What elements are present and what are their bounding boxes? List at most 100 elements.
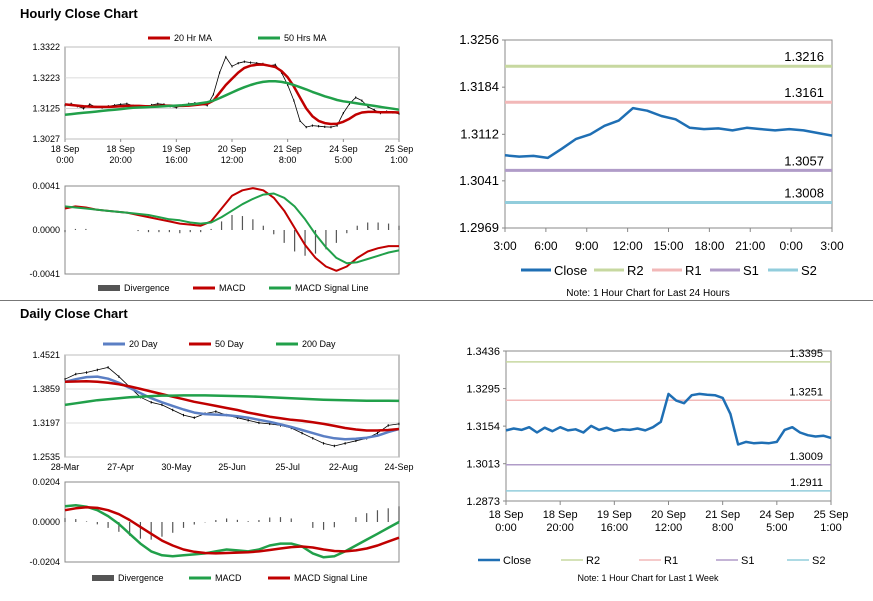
legend-daily-macd-signal-label: MACD Signal Line — [294, 573, 368, 583]
daily-price-xtick-label: 25-Jul — [275, 462, 300, 472]
hourly-price-xtick-label: 1:00 — [390, 155, 408, 165]
hourly-section-title: Hourly Close Chart — [20, 6, 138, 21]
hourly-price-xtick-label: 25 Sep — [385, 144, 414, 154]
hourly-levels-xtick-label: 9:00 — [575, 239, 599, 253]
legend-hourly-macd-label: MACD — [219, 283, 246, 293]
hourly-levels-xtick-label: 0:00 — [779, 239, 803, 253]
hourly-price-xtick-label: 19 Sep — [162, 144, 191, 154]
hourly-levels-r1-value: 1.3161 — [784, 85, 824, 100]
section-divider — [0, 300, 873, 301]
daily-price-xtick-label: 24-Sep — [384, 462, 413, 472]
hourly-price-xtick-label: 24 Sep — [329, 144, 358, 154]
legend-daily-macd-label: MACD — [215, 573, 242, 583]
hourly-levels-xtick-label: 15:00 — [653, 239, 683, 253]
legend-50-day-label: 50 Day — [215, 339, 244, 349]
legend-200-day-label: 200 Day — [302, 339, 336, 349]
hourly-price-xtick-label: 20:00 — [109, 155, 132, 165]
hourly-price-ytick-label: 1.3027 — [32, 134, 60, 144]
hourly-levels-s1-value: 1.3057 — [784, 153, 824, 168]
hourly-macd-signal-line — [64, 192, 400, 265]
weekly-levels-xtick-label: 20 Sep — [651, 509, 686, 521]
weekly-levels-xtick-label: 16:00 — [601, 522, 629, 534]
hourly-20hr-ma-line — [64, 63, 400, 126]
hourly-macd-ytick-label: -0.0041 — [29, 269, 60, 279]
legend-24h-s1-label: S1 — [743, 263, 759, 278]
hourly-price-xtick-label: 0:00 — [56, 155, 74, 165]
hourly-levels-xtick-label: 3:00 — [493, 239, 517, 253]
legend-24h-s2-label: S2 — [801, 263, 817, 278]
legend-20-day-label: 20 Day — [129, 339, 158, 349]
weekly-levels-s2-value: 1.2911 — [790, 477, 823, 489]
hourly-levels-xtick-label: 6:00 — [534, 239, 558, 253]
weekly-levels-xtick-label: 12:00 — [655, 522, 683, 534]
daily-50-day-line — [64, 379, 400, 432]
hourly-levels-xtick-label: 21:00 — [735, 239, 765, 253]
hourly-price-ytick-label: 1.3223 — [32, 73, 60, 83]
daily-price-ytick-label: 1.4521 — [32, 350, 60, 360]
legend-20hr-ma-label: 20 Hr MA — [174, 33, 212, 43]
daily-price-ytick-label: 1.3197 — [32, 418, 60, 428]
weekly-levels-xtick-label: 1:00 — [820, 522, 841, 534]
hourly-price-xtick-label: 20 Sep — [218, 144, 247, 154]
weekly-levels-xtick-label: 24 Sep — [759, 509, 794, 521]
hourly-price-xtick-label: 5:00 — [335, 155, 353, 165]
weekly-levels-close-line — [505, 392, 832, 446]
weekly-levels-ytick-label: 1.3013 — [466, 459, 500, 471]
daily-price-xtick-label: 27-Apr — [107, 462, 134, 472]
hourly-levels-close-line — [504, 106, 833, 160]
legend-50hr-ma-label: 50 Hrs MA — [284, 33, 327, 43]
hourly-levels-ytick-label: 1.3256 — [459, 32, 499, 47]
legend-1w-close-label: Close — [503, 555, 531, 567]
hourly-levels-s2-value: 1.3008 — [784, 185, 824, 200]
hourly-levels-xtick-label: 12:00 — [613, 239, 643, 253]
legend-1w-s2-label: S2 — [812, 555, 825, 567]
legend-1w-r2-label: R2 — [586, 555, 600, 567]
legend-hourly-macd-signal-label: MACD Signal Line — [295, 283, 369, 293]
daily-macd-ytick-label: 0.0204 — [32, 477, 60, 487]
legend-24h-r2-label: R2 — [627, 263, 644, 278]
hourly-levels-note: Note: 1 Hour Chart for Last 24 Hours — [566, 288, 729, 299]
weekly-levels-xtick-label: 18 Sep — [543, 509, 578, 521]
hourly-levels-ytick-label: 1.3184 — [459, 79, 499, 94]
hourly-price-xtick-label: 18 Sep — [106, 144, 135, 154]
hourly-levels-frame — [504, 39, 833, 229]
weekly-levels-ytick-label: 1.2873 — [466, 496, 500, 508]
daily-section-title: Daily Close Chart — [20, 306, 128, 321]
daily-price-line — [64, 366, 400, 447]
daily-price-ytick-label: 1.3859 — [32, 384, 60, 394]
daily-price-xtick-label: 30-May — [161, 462, 192, 472]
weekly-levels-frame — [505, 350, 832, 502]
weekly-levels-xtick-label: 20:00 — [546, 522, 574, 534]
hourly-macd-ytick-label: 0.0000 — [32, 225, 60, 235]
weekly-levels-ytick-label: 1.3154 — [466, 421, 500, 433]
weekly-levels-xtick-label: 18 Sep — [489, 509, 524, 521]
hourly-levels-xtick-label: 18:00 — [694, 239, 724, 253]
legend-24h-r1-label: R1 — [685, 263, 702, 278]
hourly-levels-ytick-label: 1.3041 — [459, 173, 499, 188]
hourly-price-line — [64, 56, 400, 128]
weekly-levels-ytick-label: 1.3436 — [466, 346, 500, 358]
hourly-levels-ytick-label: 1.3112 — [460, 126, 499, 141]
legend-daily-divergence-label: Divergence — [118, 573, 164, 583]
weekly-levels-r1-value: 1.3251 — [789, 386, 823, 398]
hourly-levels-r2-value: 1.3216 — [784, 49, 824, 64]
hourly-price-ytick-label: 1.3322 — [32, 42, 60, 52]
daily-price-ytick-label: 1.2535 — [32, 452, 60, 462]
hourly-50hr-ma-line — [64, 80, 400, 116]
hourly-levels-ytick-label: 1.2969 — [459, 220, 499, 235]
hourly-price-xtick-label: 21 Sep — [273, 144, 302, 154]
hourly-price-xtick-label: 18 Sep — [51, 144, 80, 154]
daily-price-xtick-label: 28-Mar — [51, 462, 80, 472]
weekly-levels-note: Note: 1 Hour Chart for Last 1 Week — [578, 573, 719, 583]
weekly-levels-ytick-label: 1.3295 — [466, 384, 500, 396]
legend-1w-r1-label: R1 — [664, 555, 678, 567]
weekly-levels-xtick-label: 0:00 — [495, 522, 516, 534]
legend-hourly-divergence-label: Divergence — [124, 283, 170, 293]
weekly-levels-xtick-label: 5:00 — [766, 522, 787, 534]
hourly-price-ytick-label: 1.3125 — [32, 103, 60, 113]
daily-price-xtick-label: 22-Aug — [329, 462, 358, 472]
hourly-price-xtick-label: 16:00 — [165, 155, 188, 165]
hourly-price-xtick-label: 8:00 — [279, 155, 297, 165]
weekly-levels-xtick-label: 21 Sep — [705, 509, 740, 521]
